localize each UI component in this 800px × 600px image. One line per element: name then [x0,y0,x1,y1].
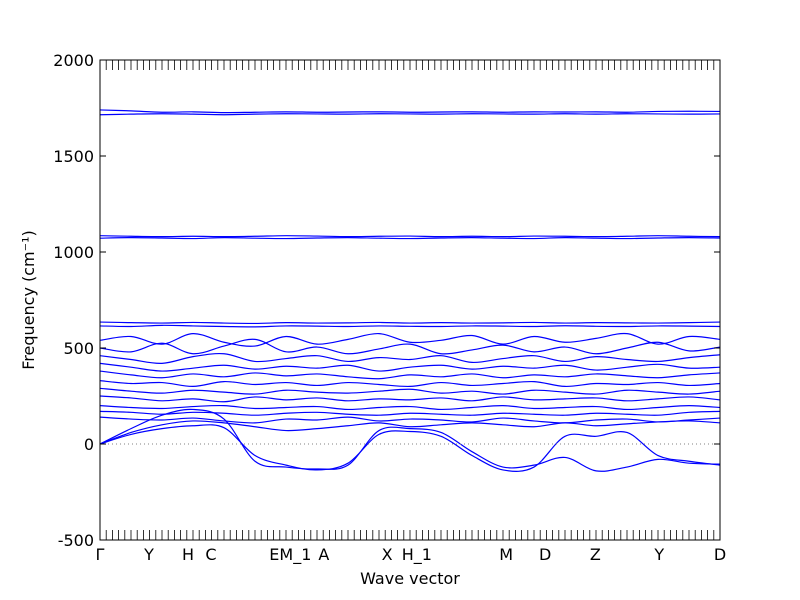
y-tick-label: 2000 [53,51,94,70]
band-line-6 [100,332,720,347]
band-line-18 [100,408,720,472]
y-axis-ticks: -500 0 500 1000 1500 2000 [53,51,720,550]
y-tick-label: 1000 [53,243,94,262]
band-line-4 [100,321,720,325]
y-tick-label: 1500 [53,147,94,166]
x-axis-label: Wave vector [360,569,460,588]
band-line-2 [100,235,720,238]
band-line-13 [100,395,720,403]
band-line-12 [100,387,720,395]
x-tick-label-7: H_1 [402,545,432,565]
band-line-9 [100,362,720,372]
x-axis-ticks: Γ Y H C EM_1 A X H_1 M D Z Y D [96,60,726,565]
x-tick-label-10: Z [590,545,601,564]
x-tick-label-6: X [382,545,393,564]
band-line-8 [100,352,720,364]
x-tick-label-11: Y [653,545,664,564]
band-line-17 [100,420,720,445]
band-line-10 [100,370,720,380]
x-tick-label-3: C [205,545,216,564]
band-line-0 [100,109,720,114]
band-line-14 [100,404,720,411]
x-tick-label-8: M [499,545,513,564]
x-tick-label-1: Y [143,545,154,564]
x-tick-label-4: EM_1 [269,545,311,565]
band-line-19 [100,424,720,472]
x-tick-label-12: D [714,545,726,564]
band-line-1 [100,113,720,116]
x-tick-label-9: D [539,545,551,564]
band-line-11 [100,380,720,388]
band-line-3 [100,236,720,240]
y-axis-label: Frequency (cm⁻¹) [19,230,38,369]
y-tick-label: 0 [84,435,94,454]
y-tick-label: -500 [58,531,94,550]
axes-border [99,59,721,541]
x-tick-label-5: A [318,545,329,564]
x-tick-label-2: H [182,545,194,564]
y-tick-label: 500 [63,339,94,358]
band-line-7 [100,338,720,355]
plot-area [100,109,720,472]
axes-frame [99,59,721,541]
band-line-15 [100,410,720,416]
band-line-5 [100,324,720,328]
band-line-16 [100,416,720,424]
x-tick-label-0: Γ [96,545,105,564]
